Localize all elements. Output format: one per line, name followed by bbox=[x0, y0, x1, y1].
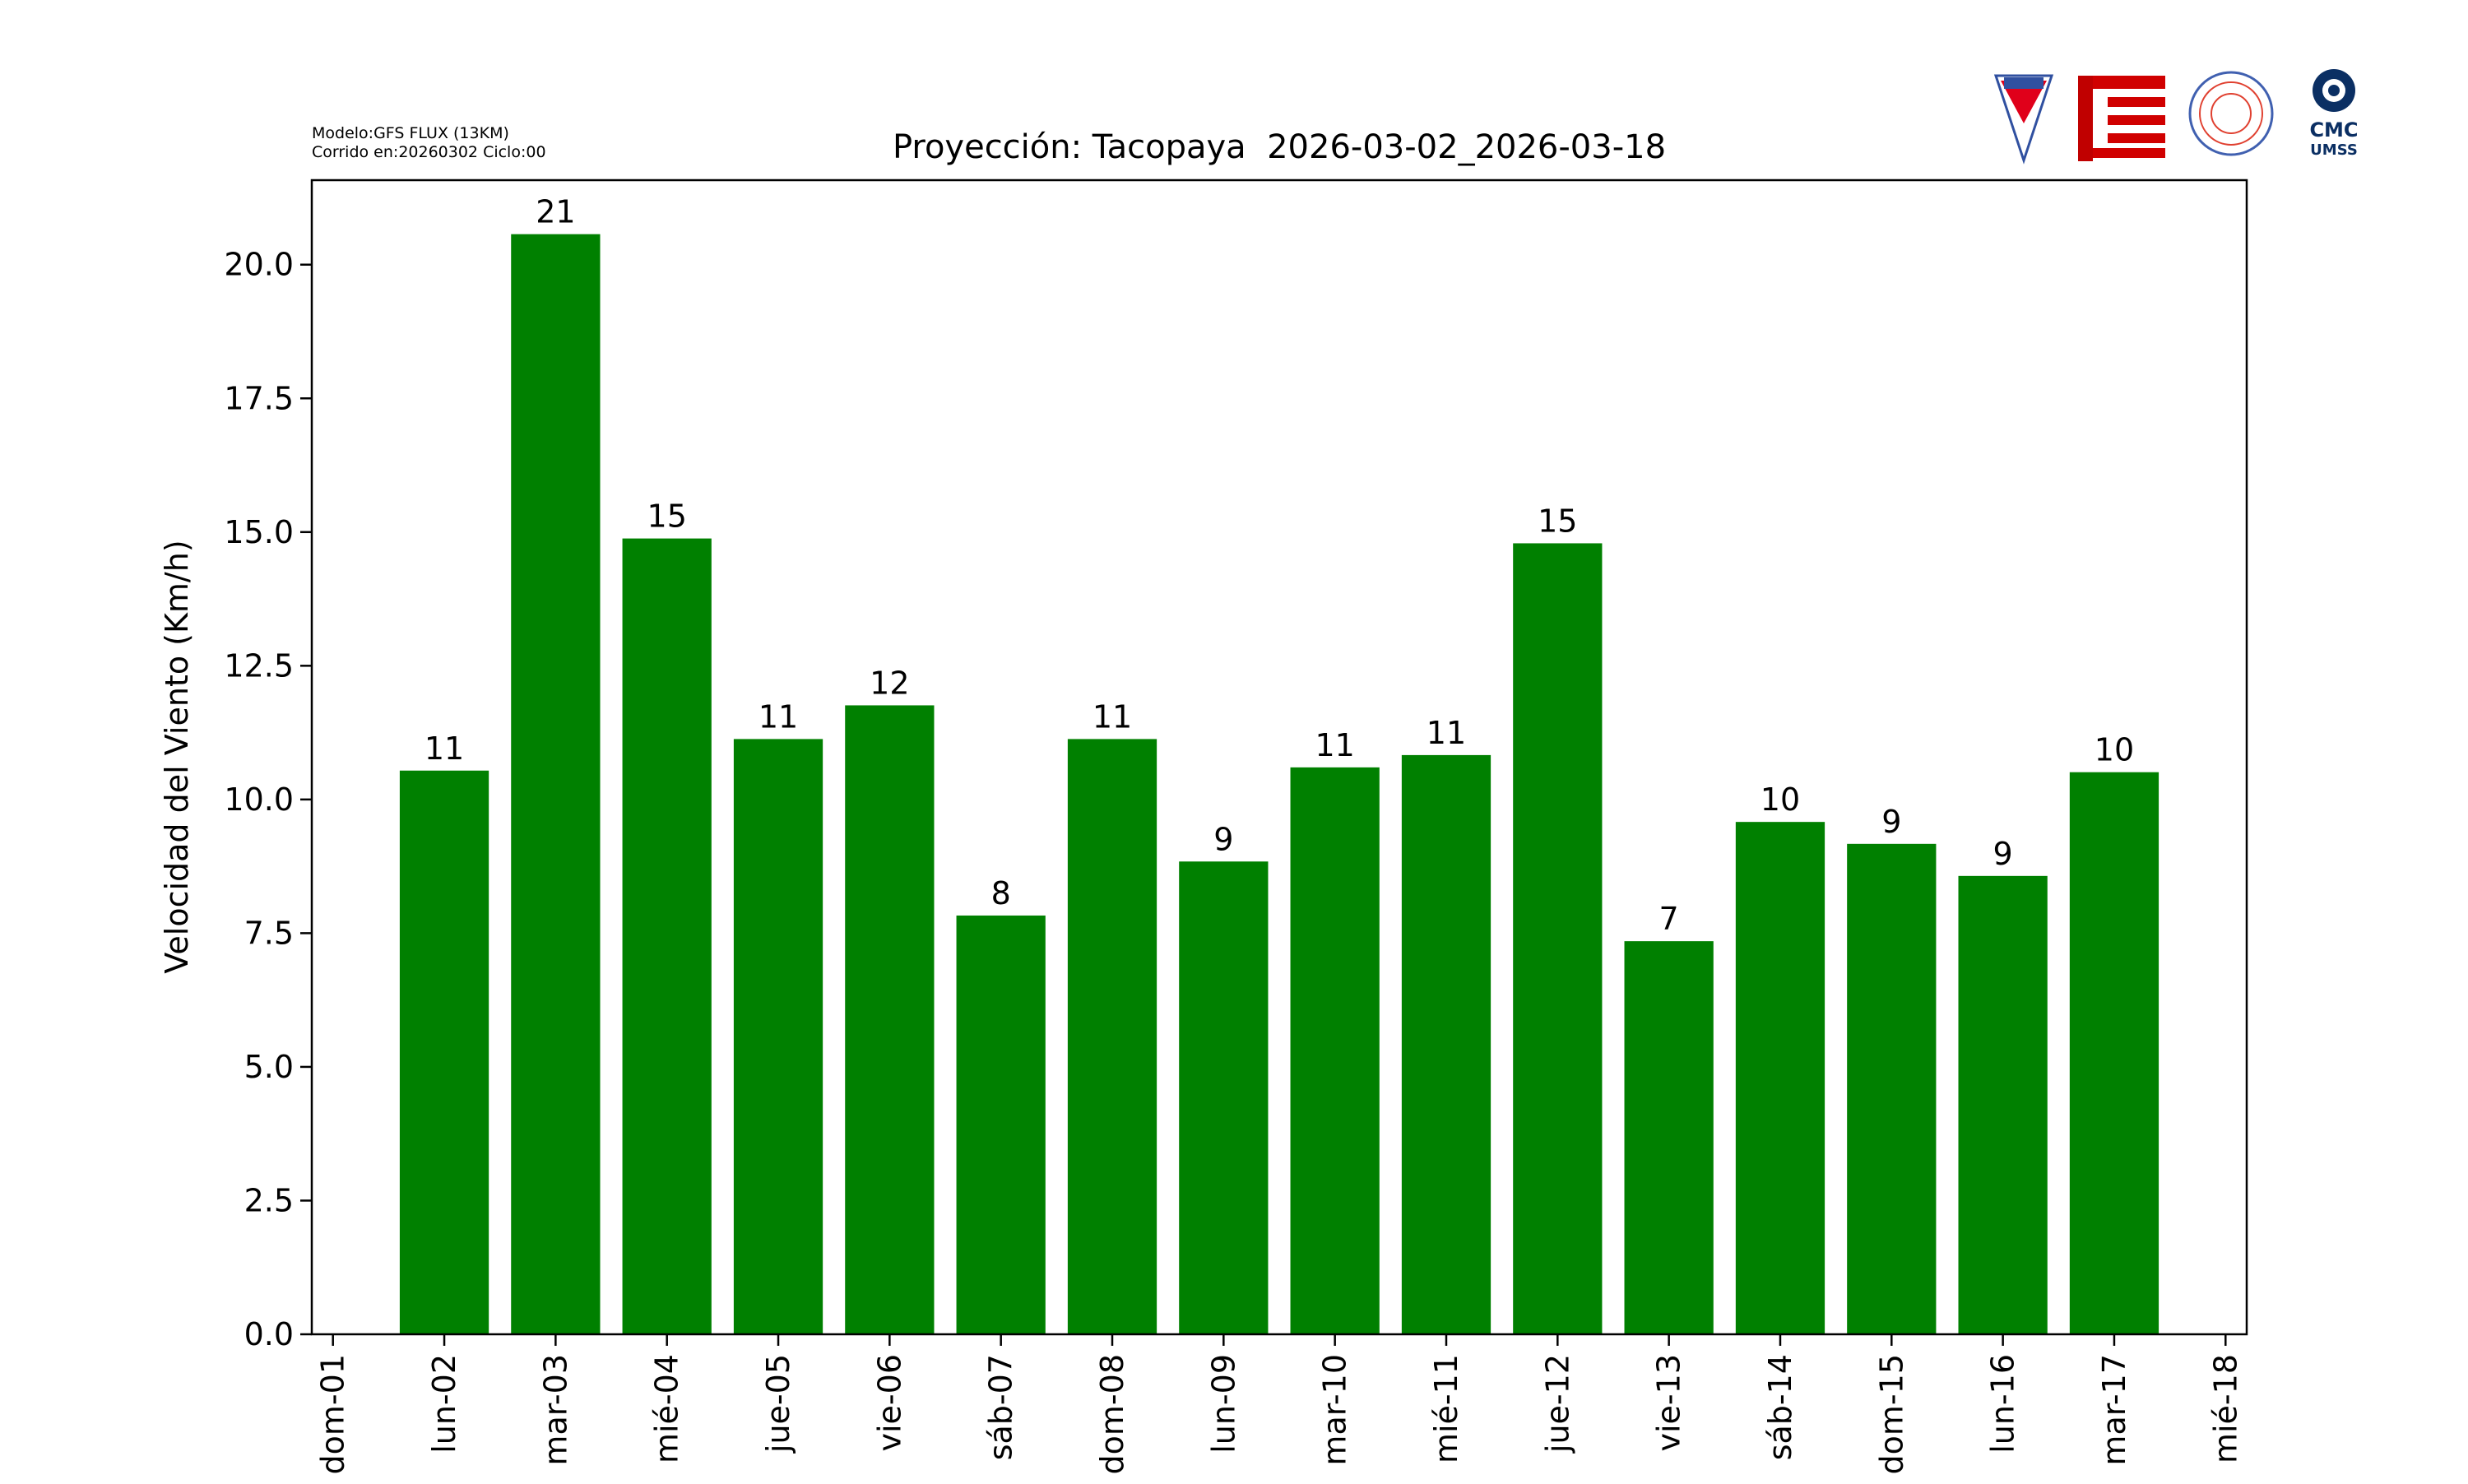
y-tick-label: 0.0 bbox=[244, 1316, 294, 1352]
x-tick-label: mar-03 bbox=[537, 1354, 573, 1466]
data-label: 9 bbox=[1881, 804, 1901, 840]
y-tick-label: 20.0 bbox=[224, 247, 294, 283]
cmc-text: CMC bbox=[2309, 118, 2358, 141]
umss-logo bbox=[1993, 74, 2054, 165]
y-tick-label: 12.5 bbox=[224, 647, 294, 684]
y-tick-label: 2.5 bbox=[244, 1182, 294, 1218]
x-tick-label: mar-10 bbox=[1317, 1354, 1353, 1466]
data-label: 10 bbox=[1761, 781, 1800, 818]
cmc-sub-text: UMSS bbox=[2310, 141, 2358, 159]
x-tick-label: lun-16 bbox=[1985, 1354, 2021, 1454]
data-label: 8 bbox=[991, 875, 1011, 911]
data-label: 11 bbox=[1093, 698, 1132, 735]
data-label: 21 bbox=[536, 194, 575, 230]
x-tick-label: mié-04 bbox=[649, 1354, 685, 1463]
x-tick-label: jue-12 bbox=[1539, 1354, 1575, 1454]
y-tick-label: 10.0 bbox=[224, 781, 294, 818]
data-label: 15 bbox=[1538, 503, 1577, 539]
bar bbox=[1958, 875, 2048, 1334]
y-tick-label: 17.5 bbox=[224, 380, 294, 416]
fcyt-logo bbox=[2078, 76, 2165, 161]
bar bbox=[1847, 843, 1937, 1334]
y-axis: 0.0 2.5 5.0 7.5 10.0 12.5 15.0 17.5 20.0 bbox=[224, 247, 312, 1352]
x-tick-label: mié-18 bbox=[2207, 1354, 2243, 1463]
data-label: 11 bbox=[424, 730, 464, 767]
x-tick-label: dom-15 bbox=[1873, 1354, 1909, 1474]
bar bbox=[1624, 941, 1714, 1334]
x-tick-label: dom-08 bbox=[1094, 1354, 1130, 1474]
data-label: 9 bbox=[1213, 821, 1233, 857]
chart-title: Proyección: Tacopaya 2026-03-02_2026-03-… bbox=[893, 128, 1666, 166]
data-label: 12 bbox=[870, 665, 909, 701]
data-label: 9 bbox=[1993, 836, 2013, 872]
x-tick-label: sáb-07 bbox=[983, 1354, 1019, 1460]
y-tick-label: 7.5 bbox=[244, 915, 294, 951]
bar bbox=[845, 705, 935, 1334]
bar bbox=[399, 770, 489, 1334]
bar bbox=[733, 739, 823, 1334]
bar bbox=[1067, 739, 1157, 1334]
y-axis-label: Velocidad del Viento (Km/h) bbox=[159, 540, 195, 973]
data-label: 15 bbox=[647, 499, 687, 535]
y-tick-label: 5.0 bbox=[244, 1049, 294, 1085]
bar bbox=[1290, 767, 1380, 1334]
bar bbox=[1735, 822, 1825, 1334]
x-tick-label: lun-02 bbox=[426, 1354, 462, 1454]
bar bbox=[2069, 772, 2160, 1334]
x-tick-label: dom-01 bbox=[315, 1354, 351, 1474]
bar bbox=[1513, 543, 1603, 1334]
x-tick-label: mar-17 bbox=[2096, 1354, 2132, 1466]
bar bbox=[956, 915, 1046, 1334]
bars-group: 11 21 15 11 12 8 11 9 11 11 15 7 10 9 9 10 bbox=[399, 194, 2160, 1334]
plot-frame bbox=[310, 179, 2248, 1336]
data-label: 11 bbox=[758, 698, 798, 735]
data-label: 11 bbox=[1427, 715, 1466, 751]
bar bbox=[1179, 861, 1269, 1334]
x-tick-label: mié-11 bbox=[1428, 1354, 1464, 1463]
bar bbox=[622, 538, 712, 1334]
run-info: Corrido en:20260302 Ciclo:00 bbox=[312, 143, 546, 161]
bar bbox=[1401, 754, 1491, 1334]
bar bbox=[511, 234, 601, 1334]
x-tick-label: vie-06 bbox=[871, 1354, 907, 1452]
physics-department-logo bbox=[2188, 71, 2274, 156]
cmc-umss-logo: CMC UMSS bbox=[2309, 69, 2359, 159]
y-tick-label: 15.0 bbox=[224, 514, 294, 550]
data-label: 11 bbox=[1315, 727, 1354, 763]
x-tick-label: vie-13 bbox=[1651, 1354, 1687, 1452]
x-tick-label: jue-05 bbox=[760, 1354, 796, 1454]
x-tick-label: sáb-14 bbox=[1762, 1354, 1798, 1460]
x-tick-label: lun-09 bbox=[1205, 1354, 1241, 1454]
data-label: 10 bbox=[2095, 732, 2134, 768]
data-label: 7 bbox=[1659, 901, 1679, 937]
model-info: Modelo:GFS FLUX (13KM) bbox=[312, 124, 509, 142]
x-axis: dom-01 lun-02 mar-03 mié-04 jue-05 vie-06 sáb-… bbox=[315, 1334, 2243, 1474]
